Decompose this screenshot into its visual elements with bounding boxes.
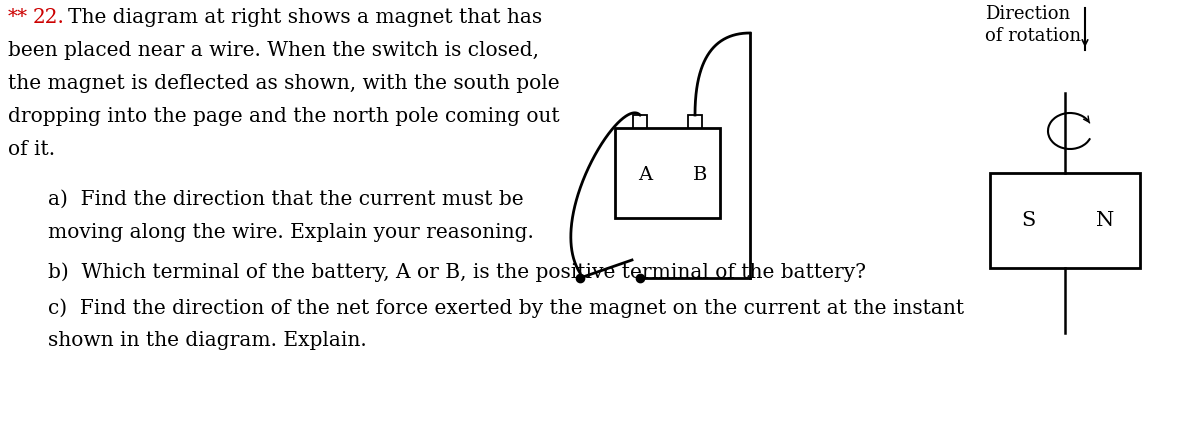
- Text: Direction: Direction: [985, 5, 1070, 23]
- Text: of rotation: of rotation: [985, 27, 1081, 45]
- Text: c)  Find the direction of the net force exerted by the magnet on the current at : c) Find the direction of the net force e…: [48, 299, 964, 318]
- Text: b)  Which terminal of the battery, A or B, is the positive terminal of the batte: b) Which terminal of the battery, A or B…: [48, 262, 866, 282]
- Text: 22.: 22.: [34, 8, 65, 27]
- Text: been placed near a wire. When the switch is closed,: been placed near a wire. When the switch…: [8, 41, 539, 60]
- Bar: [688, 115, 702, 128]
- Text: **: **: [8, 8, 28, 27]
- Bar: [634, 115, 647, 128]
- Bar: [990, 173, 1140, 268]
- Text: of it.: of it.: [8, 140, 55, 159]
- Text: moving along the wire. Explain your reasoning.: moving along the wire. Explain your reas…: [48, 222, 534, 241]
- Text: N: N: [1096, 211, 1114, 230]
- Text: shown in the diagram. Explain.: shown in the diagram. Explain.: [48, 331, 367, 350]
- Text: A: A: [638, 166, 652, 184]
- Text: S: S: [1021, 211, 1036, 230]
- Text: dropping into the page and the north pole coming out: dropping into the page and the north pol…: [8, 107, 559, 126]
- Text: B: B: [692, 166, 707, 184]
- Text: the magnet is deflected as shown, with the south pole: the magnet is deflected as shown, with t…: [8, 74, 559, 93]
- Bar: [616, 128, 720, 218]
- Text: The diagram at right shows a magnet that has: The diagram at right shows a magnet that…: [68, 8, 542, 27]
- Text: a)  Find the direction that the current must be: a) Find the direction that the current m…: [48, 190, 523, 209]
